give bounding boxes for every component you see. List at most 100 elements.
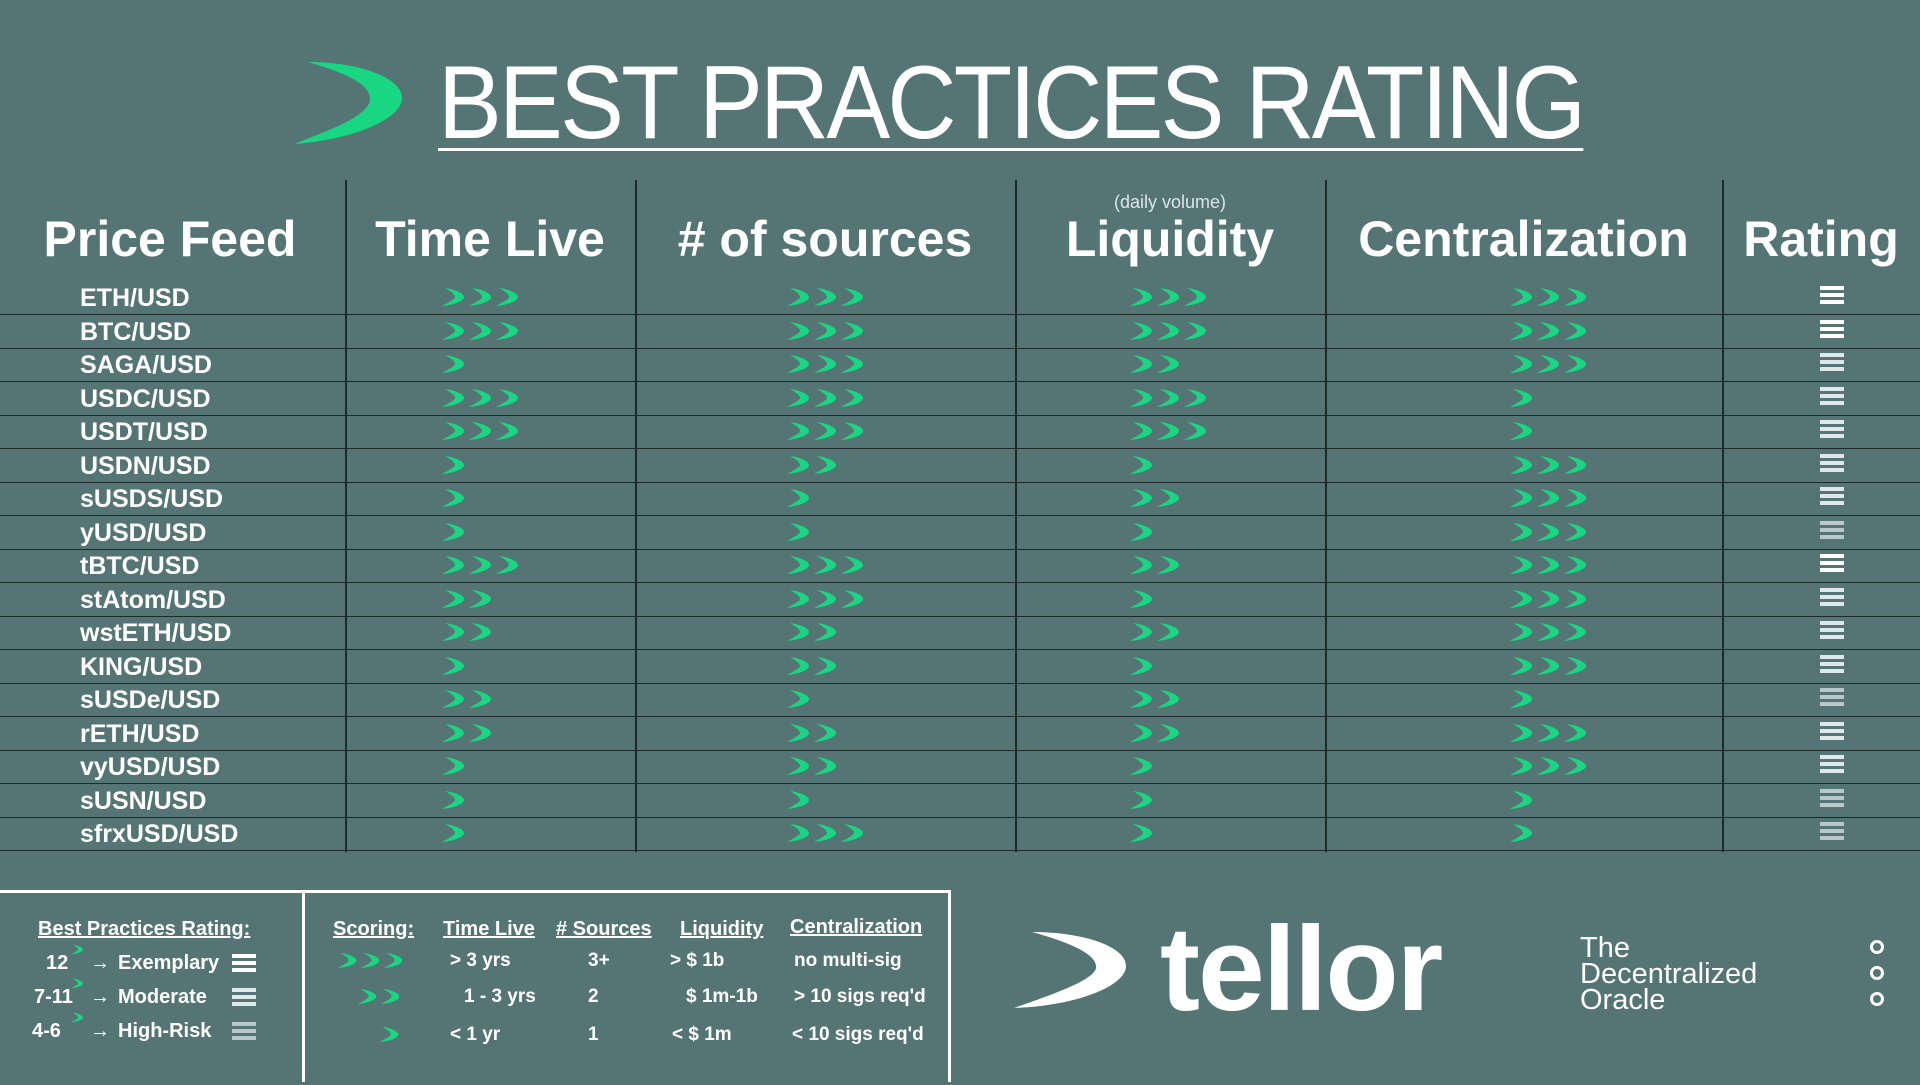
score-sources bbox=[785, 686, 812, 712]
chevron-icon bbox=[442, 556, 464, 574]
chevron-icon bbox=[841, 589, 863, 608]
table-row: rETH/USD bbox=[0, 716, 1920, 751]
chevron-icon bbox=[787, 723, 809, 742]
chevron-icon bbox=[442, 723, 464, 742]
score-liquidity bbox=[1128, 351, 1182, 377]
chevron-icon bbox=[1130, 455, 1152, 474]
chevron-icon bbox=[442, 388, 464, 407]
score-centralization bbox=[1508, 787, 1535, 813]
chevron-icon bbox=[1157, 288, 1179, 306]
chevron-icon bbox=[1564, 321, 1586, 340]
chevron-icon bbox=[1157, 623, 1179, 641]
score-liquidity bbox=[1128, 284, 1209, 310]
rating-bars-icon bbox=[1820, 822, 1844, 840]
rating-bars-icon bbox=[1820, 621, 1844, 639]
chevron-icon bbox=[1537, 321, 1559, 340]
chevron-icon bbox=[1537, 723, 1559, 742]
score-time-live bbox=[440, 485, 467, 511]
chevron-icon bbox=[442, 824, 464, 842]
chevron-icon bbox=[787, 656, 809, 675]
chevron-icon bbox=[1130, 388, 1152, 407]
score-liquidity bbox=[1128, 686, 1182, 712]
column-divider bbox=[1722, 180, 1724, 852]
score-centralization bbox=[1508, 318, 1589, 344]
table-row: tBTC/USD bbox=[0, 548, 1920, 583]
chevron-icon bbox=[841, 355, 863, 373]
chevron-icon bbox=[787, 321, 809, 340]
header-liquidity: Liquidity bbox=[1065, 211, 1275, 267]
table-row: BTC/USD bbox=[0, 314, 1920, 349]
score-sources-value: 3+ bbox=[588, 950, 610, 971]
chevron-icon bbox=[1157, 388, 1179, 407]
level-range: 7-11 bbox=[34, 986, 73, 1008]
score-sources bbox=[785, 284, 866, 310]
feed-name: ETH/USD bbox=[80, 284, 190, 312]
chevron-icon bbox=[1510, 824, 1532, 842]
score-sources bbox=[785, 619, 839, 645]
score-liquidity bbox=[1128, 418, 1209, 444]
score-time-live bbox=[440, 452, 467, 478]
legend-col-sources: # Sources bbox=[556, 918, 652, 940]
chevron-icon bbox=[1564, 556, 1586, 574]
chevron-icon bbox=[787, 757, 809, 775]
level-range: 12 bbox=[46, 952, 69, 974]
chevron-icon bbox=[442, 288, 464, 306]
tellor-logo-icon bbox=[1014, 932, 1126, 1008]
chevron-icon bbox=[814, 321, 836, 340]
score-centralization bbox=[1508, 586, 1589, 612]
chevron-icon bbox=[1510, 288, 1532, 306]
chevron-icon bbox=[469, 623, 491, 641]
brand-tagline: The Decentralized Oracle bbox=[1580, 934, 1780, 1016]
score-sources bbox=[785, 787, 812, 813]
column-divider bbox=[1015, 180, 1017, 852]
chevron-icon bbox=[1510, 489, 1532, 507]
score-time-live bbox=[440, 653, 467, 679]
feed-name: USDT/USD bbox=[80, 418, 208, 446]
table-row: vyUSD/USD bbox=[0, 749, 1920, 784]
feed-name: KING/USD bbox=[80, 652, 203, 681]
score-sources bbox=[785, 318, 866, 344]
chevron-icon bbox=[1510, 455, 1532, 474]
score-liquidity bbox=[1128, 485, 1182, 511]
score-centralization bbox=[1508, 653, 1589, 679]
score-liquidity bbox=[1128, 753, 1155, 779]
chevron-icon bbox=[1537, 355, 1559, 373]
score-liquidity-value: < $ 1m bbox=[672, 1024, 732, 1045]
chevron-icon bbox=[71, 978, 83, 989]
level-arrow-icon: → bbox=[90, 952, 110, 974]
chevron-icon bbox=[1130, 623, 1152, 641]
score-time-live bbox=[440, 385, 521, 411]
legend-col-liquidity: Liquidity bbox=[680, 918, 764, 940]
score-liquidity bbox=[1128, 586, 1155, 612]
table-row: yUSD/USD bbox=[0, 515, 1920, 550]
chevron-icon bbox=[442, 690, 464, 708]
chevron-icon bbox=[787, 489, 809, 507]
score-centralization bbox=[1508, 385, 1535, 411]
tagline-line: Oracle bbox=[1580, 984, 1666, 1016]
rating-bars-icon bbox=[1820, 319, 1844, 338]
level-label: Moderate bbox=[118, 986, 207, 1008]
brand-name: tellor bbox=[1160, 902, 1443, 1036]
chevron-icon bbox=[1510, 388, 1532, 407]
chevron-icon bbox=[1130, 522, 1152, 541]
score-time-live-value: > 3 yrs bbox=[450, 950, 511, 971]
score-liquidity bbox=[1128, 452, 1155, 478]
rating-bars-icon bbox=[1820, 353, 1844, 371]
chevron-icon bbox=[442, 422, 464, 440]
chevron-icon bbox=[814, 355, 836, 373]
chevron-icon bbox=[841, 422, 863, 440]
chevron-icon bbox=[1157, 489, 1179, 507]
rating-bars-icon bbox=[232, 988, 256, 1006]
score-centralization bbox=[1508, 619, 1589, 645]
chevron-icon bbox=[469, 422, 491, 440]
chevron-icon bbox=[1130, 321, 1152, 340]
chevron-icon bbox=[814, 388, 836, 407]
chevron-icon bbox=[469, 288, 491, 306]
chevron-icon bbox=[1537, 656, 1559, 675]
score-liquidity bbox=[1128, 720, 1182, 746]
chevron-icon bbox=[787, 824, 809, 842]
score-time-live bbox=[440, 519, 467, 545]
chevron-icon bbox=[357, 988, 377, 1005]
rating-bars-icon bbox=[1820, 520, 1844, 539]
rating-bars-icon bbox=[1820, 587, 1844, 606]
